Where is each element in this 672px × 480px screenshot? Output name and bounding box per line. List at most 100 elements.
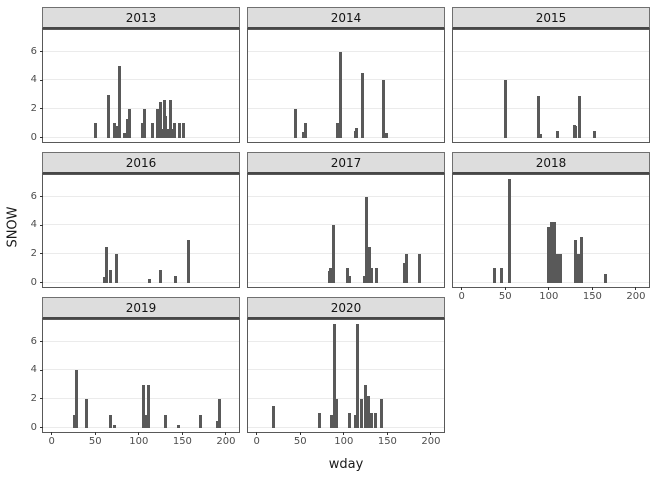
bar: [72, 414, 76, 428]
x-tick-label: 200: [421, 436, 441, 447]
bar: [572, 124, 576, 138]
bar: [332, 324, 336, 428]
gridline-y-6: [43, 50, 239, 52]
bar: [186, 239, 190, 283]
facet-cell-2014: 2014: [247, 7, 445, 143]
y-tick-mark: [40, 341, 43, 343]
facet-cell-2018: 2018 0 50 100 150 200: [452, 152, 650, 302]
y-tick-label: 2: [30, 102, 37, 114]
x-tick-mark: [343, 432, 345, 435]
facet-panel-2020: 0 50 100 150 200: [247, 319, 445, 447]
bar: [173, 275, 177, 283]
gridline-y-4: [43, 79, 239, 81]
x-tick-mark: [461, 287, 463, 290]
y-tick-mark: [40, 137, 43, 139]
x-tick-mark: [94, 432, 96, 435]
bar: [508, 179, 512, 283]
gridline-y-6: [43, 195, 239, 197]
bar: [317, 413, 321, 428]
x-tick-label: 0: [253, 436, 260, 447]
y-tick-label: 0: [30, 276, 37, 288]
facet-strip: 2017: [247, 152, 445, 174]
bar: [331, 225, 335, 283]
gridline-y-4: [248, 79, 444, 81]
bar: [271, 406, 275, 428]
x-tick-label: 50: [293, 436, 307, 447]
bar: [493, 268, 497, 283]
facet-cell-2019: 2019 0 2 4 6 0 50 100 150 200: [31, 297, 240, 447]
bar: [112, 424, 116, 428]
bar: [353, 130, 357, 138]
facet-strip: 2016: [42, 152, 240, 174]
bar: [574, 126, 578, 138]
bar: [109, 414, 113, 428]
x-tick-label: 100: [334, 436, 354, 447]
y-tick-mark: [40, 398, 43, 400]
y-tick-label: 4: [30, 219, 37, 231]
bar: [370, 413, 374, 428]
facet-strip-label: 2017: [330, 155, 362, 170]
bar: [364, 196, 368, 283]
gridline-y-2: [248, 252, 444, 254]
bar: [374, 268, 378, 283]
facet-strip: 2020: [247, 297, 445, 319]
gridline-y-6: [453, 195, 649, 197]
bar: [549, 222, 553, 283]
facet-strip-label: 2018: [535, 155, 567, 170]
facet-panel-2013: 0 2 4 6: [31, 29, 240, 143]
bar: [218, 399, 222, 428]
gridline-y-2: [248, 397, 444, 399]
facet-strip: 2013: [42, 7, 240, 29]
bar: [114, 126, 118, 138]
bar: [347, 275, 351, 283]
bar: [403, 262, 407, 283]
bar: [118, 65, 122, 138]
bar: [159, 269, 163, 283]
bar: [215, 420, 219, 428]
gridline-y-2: [43, 107, 239, 109]
gridline-y-6: [43, 340, 239, 342]
bar: [366, 396, 370, 428]
facet-cell-2015: 2015: [452, 7, 650, 143]
bar: [364, 384, 368, 428]
x-tick-label: 150: [377, 436, 397, 447]
bar: [164, 414, 168, 428]
bar: [74, 370, 78, 428]
x-tick-label: 100: [129, 436, 149, 447]
bar: [373, 413, 377, 428]
bar: [536, 96, 540, 138]
bar: [93, 123, 97, 138]
gridline-y-6: [248, 340, 444, 342]
x-tick-mark: [51, 432, 53, 435]
gridline-y-0: [248, 426, 444, 428]
x-tick-mark: [591, 287, 593, 290]
y-tick-label: 6: [30, 45, 37, 57]
facet-panel-2015: [452, 29, 650, 143]
bar: [146, 384, 150, 428]
bar: [556, 130, 560, 138]
bar: [168, 100, 172, 138]
bar: [112, 123, 116, 138]
bar: [552, 222, 556, 283]
y-tick-label: 4: [30, 74, 37, 86]
facet-strip: 2014: [247, 7, 445, 29]
x-tick-mark: [386, 432, 388, 435]
x-tick-mark: [256, 432, 258, 435]
facet-strip: 2019: [42, 297, 240, 319]
bar: [173, 123, 177, 138]
bar: [177, 424, 181, 428]
y-axis-title: SNOW: [5, 206, 21, 248]
facet-cell-2017: 2017: [247, 152, 445, 288]
x-axis-title: wday: [328, 457, 364, 472]
bar: [554, 266, 558, 283]
bar: [330, 414, 334, 428]
bar: [302, 131, 306, 138]
gridline-y-4: [248, 369, 444, 371]
bar: [327, 271, 331, 283]
bar: [162, 100, 166, 138]
bar: [577, 96, 581, 138]
gridline-y-2: [453, 107, 649, 109]
bar: [576, 254, 580, 283]
bar: [360, 73, 364, 138]
